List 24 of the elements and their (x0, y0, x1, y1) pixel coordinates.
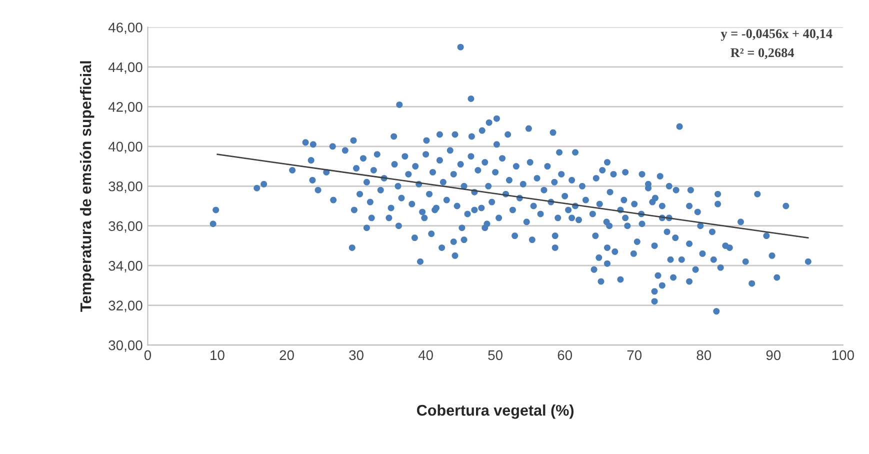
y-tick-label: 34,00 (108, 260, 142, 272)
x-tick-label: 30 (349, 350, 364, 360)
x-tick-label: 10 (210, 350, 224, 360)
y-tick-label: 42,00 (108, 102, 142, 114)
annotation: y = -0,0456x + 40,14 (720, 29, 832, 41)
x-tick-label: 60 (558, 350, 572, 360)
x-tick-label: 80 (696, 350, 712, 360)
y-tick-label: 44,00 (108, 62, 142, 74)
y-axis-title: Temperatura de emsión superficial (80, 61, 94, 312)
x-tick-label: 0 (144, 350, 152, 360)
y-tick-label: 36,00 (108, 221, 142, 233)
y-tick-label: 46,00 (108, 22, 142, 34)
y-tick-label: 38,00 (108, 181, 142, 193)
annotation: R² = 0,2684 (730, 48, 794, 60)
y-tick-label: 40,00 (108, 142, 142, 154)
x-tick-label: 70 (627, 350, 642, 360)
x-tick-label: 100 (832, 350, 854, 360)
x-tick-label: 50 (488, 350, 503, 360)
x-axis-title: Cobertura vegetal (%) (417, 404, 574, 419)
y-tick-label: 32,00 (108, 300, 142, 312)
y-tick-label: 30,00 (108, 340, 142, 352)
x-tick-label: 90 (766, 350, 781, 360)
x-tick-label: 20 (280, 350, 294, 360)
x-tick-label: 40 (418, 350, 433, 360)
